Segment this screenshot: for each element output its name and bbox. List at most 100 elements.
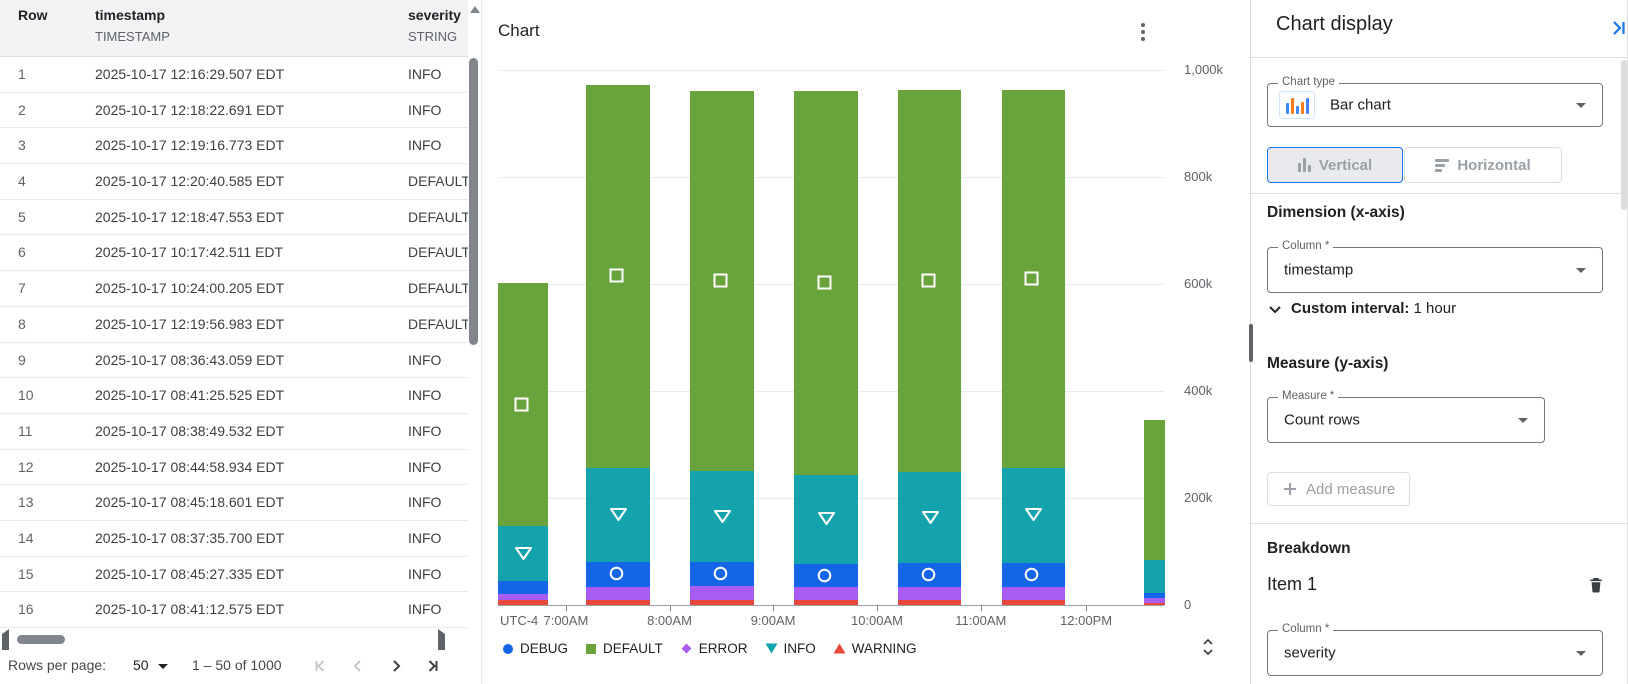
chevron-right-icon — [393, 660, 401, 672]
panel-resize-handle[interactable] — [1249, 324, 1253, 362]
bar-segment-error — [585, 586, 650, 600]
row-number-cell: 3 — [18, 137, 26, 154]
custom-interval-expander[interactable]: Custom interval: 1 hour — [1267, 300, 1456, 317]
bar-segment-warning — [1144, 602, 1165, 605]
expand-chart-button[interactable] — [1195, 634, 1221, 660]
chart-type-label: Chart type — [1278, 76, 1340, 88]
bar-segment-error — [498, 593, 549, 601]
table-row: 8 2025-10-17 12:19:56.983 EDT DEFAULT — [0, 307, 468, 343]
table-pagination-footer: Rows per page: 50 1 – 50 of 1000 — [0, 650, 481, 684]
severity-cell: INFO — [408, 458, 442, 475]
rows-per-page-select[interactable]: 50 — [133, 657, 149, 673]
table-row: 2 2025-10-17 12:18:22.691 EDT INFO — [0, 93, 468, 129]
breakdown-column-caret-icon — [1576, 651, 1586, 656]
bar-segment-error — [897, 586, 962, 601]
y-axis-tick-label: 600k — [1184, 276, 1213, 291]
table-vertical-scrollbar[interactable] — [469, 58, 478, 345]
bar-segment-debug — [585, 561, 650, 587]
first-page-button[interactable] — [308, 653, 334, 679]
next-page-button[interactable] — [383, 653, 409, 679]
severity-cell: DEFAULT — [408, 315, 468, 332]
rows-per-page-caret-icon[interactable] — [158, 664, 168, 669]
legend-item-info: INFO — [765, 641, 816, 656]
bar-segment-error — [793, 586, 858, 600]
x-axis-tick-label: 11:00AM — [955, 613, 1007, 628]
y-axis-tick-label: 400k — [1184, 383, 1213, 398]
severity-cell: DEFAULT — [408, 244, 468, 261]
bar-segment-debug — [1001, 562, 1066, 587]
table-row: 5 2025-10-17 12:18:47.553 EDT DEFAULT — [0, 200, 468, 236]
bar-segment-debug — [897, 563, 962, 587]
table-row: 12 2025-10-17 08:44:58.934 EDT INFO — [0, 450, 468, 486]
timestamp-cell: 2025-10-17 10:24:00.205 EDT — [95, 280, 285, 297]
legend-item-label: WARNING — [851, 641, 917, 656]
delete-breakdown-button[interactable] — [1583, 572, 1609, 598]
severity-cell: INFO — [408, 494, 442, 511]
orientation-vertical-button[interactable]: Vertical — [1267, 147, 1403, 183]
chart-options-menu-button[interactable] — [1130, 19, 1156, 45]
bar-segment-default — [498, 283, 549, 527]
dimension-column-select[interactable]: Column * timestamp — [1267, 240, 1603, 293]
bar-segment-default — [689, 91, 754, 472]
bar-segment-warning — [793, 599, 858, 605]
severity-cell: DEFAULT — [408, 173, 468, 190]
timezone-label: UTC-4 — [500, 613, 539, 628]
y-axis-tick-label: 800k — [1184, 169, 1213, 184]
chart-type-caret-icon — [1576, 103, 1586, 108]
last-page-button[interactable] — [419, 653, 445, 679]
diamond-legend-icon — [680, 642, 693, 655]
x-axis-tick — [565, 605, 567, 611]
severity-cell: DEFAULT — [408, 208, 468, 225]
add-measure-button[interactable]: Add measure — [1267, 472, 1411, 506]
severity-cell: INFO — [408, 387, 442, 404]
table-body: 1 2025-10-17 12:16:29.507 EDT INFO 2 2025-10… — [0, 57, 468, 629]
dimension-column-caret-icon — [1576, 268, 1586, 273]
table-row: 15 2025-10-17 08:45:27.335 EDT INFO — [0, 557, 468, 593]
collapse-panel-button[interactable] — [1607, 16, 1628, 40]
orientation-horizontal-button[interactable]: Horizontal — [1404, 147, 1562, 183]
divider — [1251, 193, 1628, 194]
chart-type-select[interactable]: Chart type Bar chart — [1267, 76, 1603, 127]
dimension-column-label: Column * — [1278, 240, 1334, 252]
bar-segment-default — [897, 90, 962, 473]
timestamp-cell: 2025-10-17 12:18:22.691 EDT — [95, 101, 285, 118]
horizontal-bars-icon — [1435, 158, 1450, 172]
gridline — [498, 70, 1164, 71]
breakdown-column-label: Column * — [1278, 623, 1334, 635]
previous-page-button[interactable] — [345, 653, 371, 679]
table-row: 10 2025-10-17 08:41:25.525 EDT INFO — [0, 378, 468, 414]
last-page-icon — [428, 660, 438, 672]
measure-value: Count rows — [1284, 411, 1360, 429]
custom-interval-label: Custom interval: — [1291, 300, 1410, 317]
timestamp-cell: 2025-10-17 08:44:58.934 EDT — [95, 458, 285, 475]
rows-per-page-label: Rows per page: — [8, 657, 107, 673]
x-axis-line — [498, 605, 1164, 606]
horizontal-button-label: Horizontal — [1457, 156, 1531, 174]
timestamp-cell: 2025-10-17 12:20:40.585 EDT — [95, 173, 285, 190]
measure-select[interactable]: Measure * Count rows — [1267, 390, 1545, 443]
table-horizontal-scrollbar[interactable] — [17, 635, 65, 644]
chart-display-settings-panel: Chart display Chart type Bar chart Verti… — [1249, 0, 1628, 684]
settings-scrollbar-thumb[interactable] — [1621, 60, 1627, 210]
timestamp-cell: 2025-10-17 08:38:49.532 EDT — [95, 422, 285, 439]
table-row: 11 2025-10-17 08:38:49.532 EDT INFO — [0, 414, 468, 450]
legend-item-label: ERROR — [698, 641, 748, 656]
table-row: 4 2025-10-17 12:20:40.585 EDT DEFAULT — [0, 164, 468, 200]
table-row: 14 2025-10-17 08:37:35.700 EDT INFO — [0, 521, 468, 557]
row-number-cell: 11 — [18, 422, 33, 439]
breakdown-column-select[interactable]: Column * severity — [1267, 623, 1603, 676]
pagination-range-text: 1 – 50 of 1000 — [192, 657, 282, 673]
table-scroll-up-button[interactable] — [468, 3, 482, 15]
row-number-cell: 15 — [18, 565, 34, 582]
column-type-timestamp: TIMESTAMP — [95, 29, 170, 44]
table-row: 1 2025-10-17 12:16:29.507 EDT INFO — [0, 57, 468, 93]
legend-item-warning: WARNING — [833, 641, 917, 656]
bar-segment-default — [1001, 90, 1066, 468]
table-row: 13 2025-10-17 08:45:18.601 EDT INFO — [0, 485, 468, 521]
x-axis-tick — [980, 605, 982, 611]
plus-icon — [1284, 483, 1296, 495]
timestamp-cell: 2025-10-17 08:45:27.335 EDT — [95, 565, 285, 582]
row-number-cell: 14 — [18, 529, 34, 546]
x-axis-tick — [773, 605, 775, 611]
bar-segment-error — [1001, 586, 1066, 600]
